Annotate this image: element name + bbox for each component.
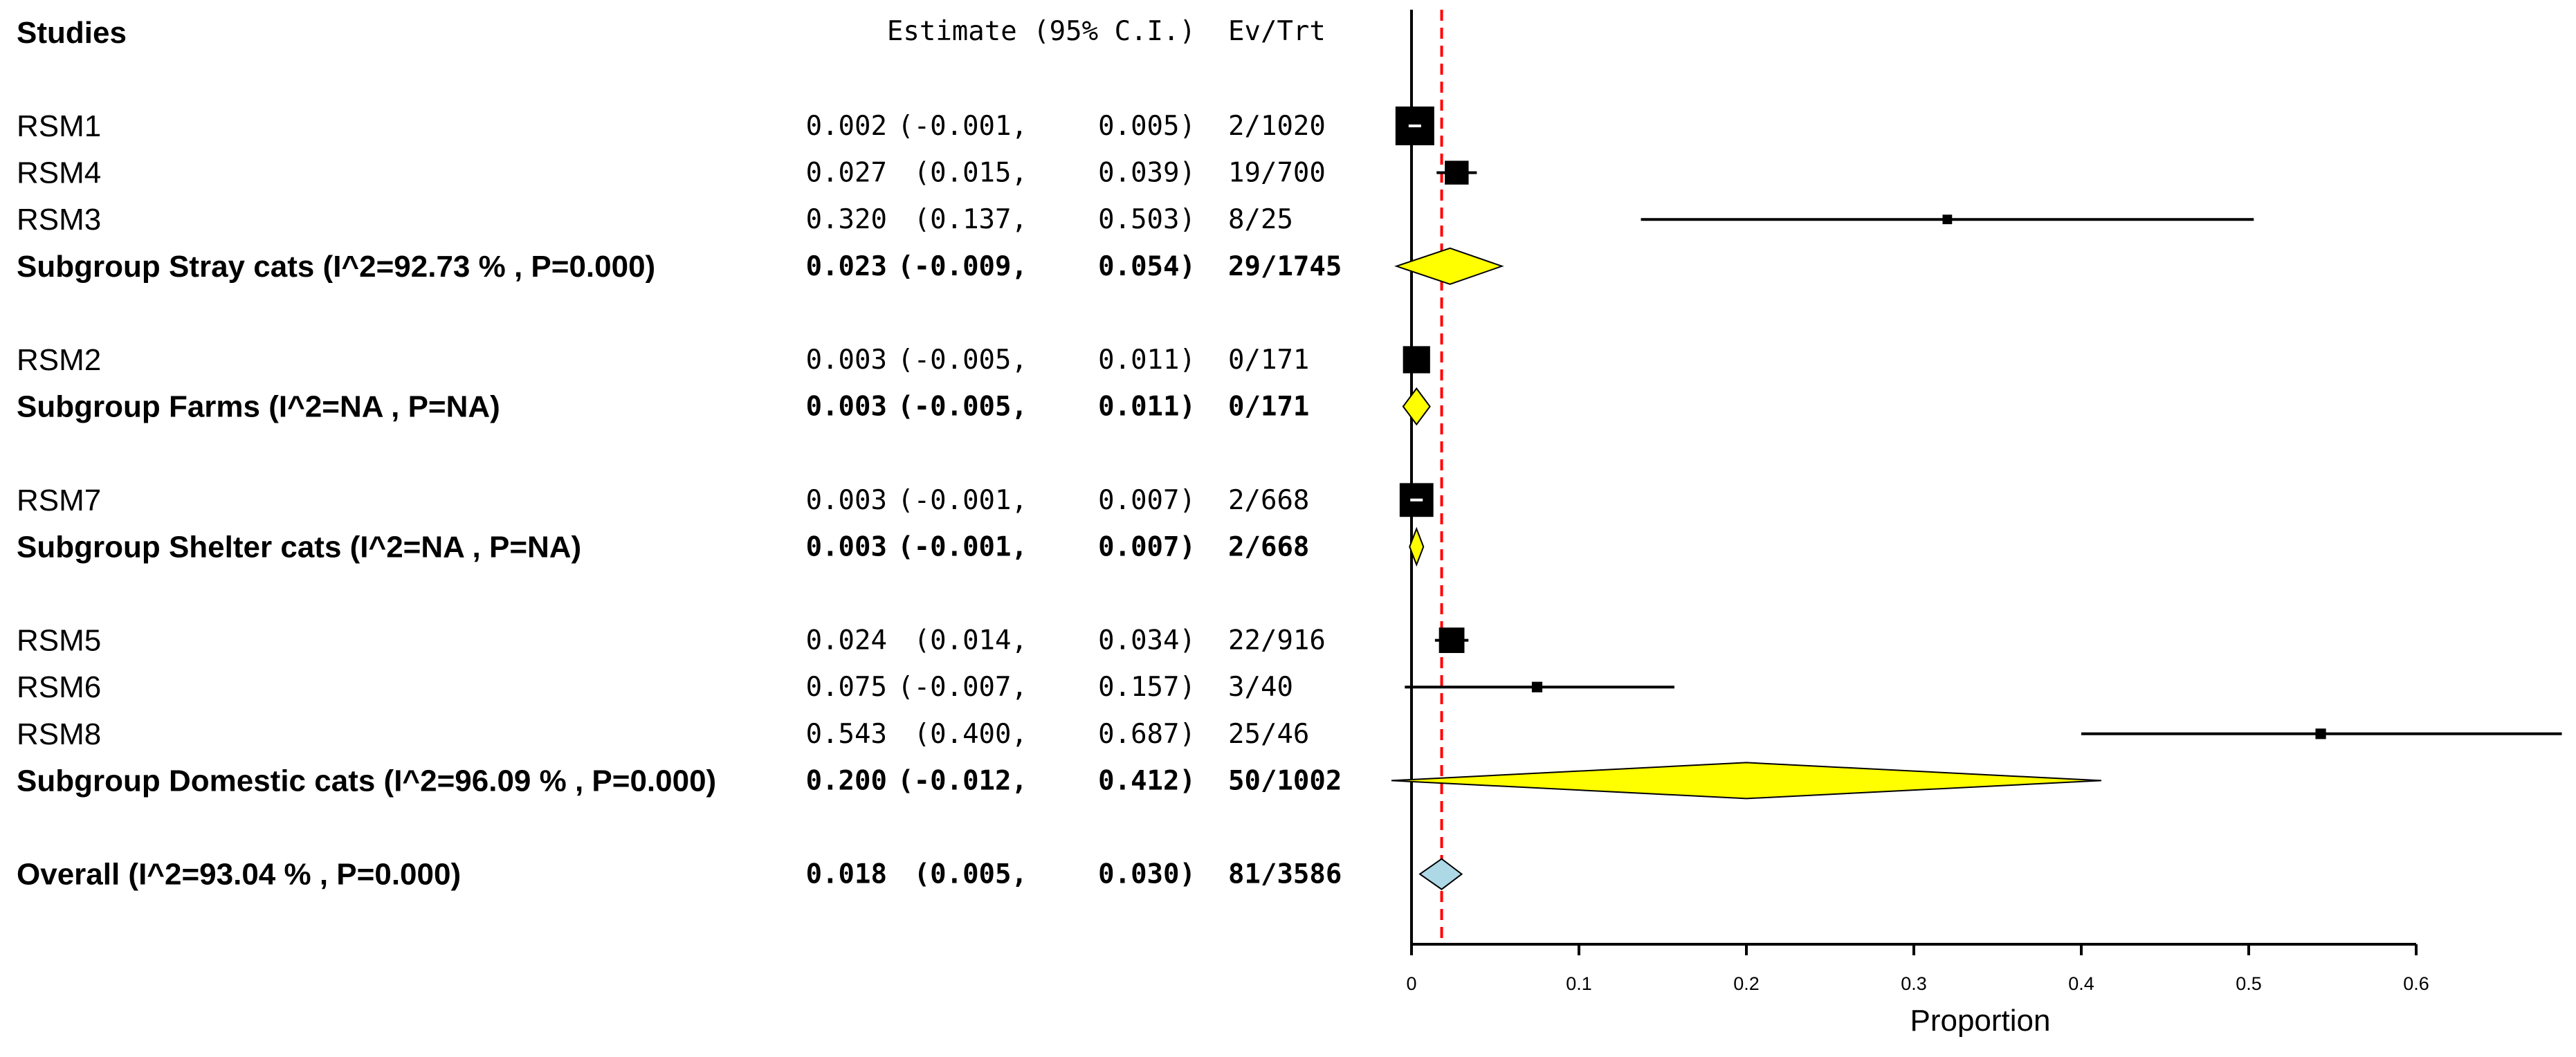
subgroup-row-ci-lower: (-0.005, bbox=[897, 392, 1027, 423]
subgroup-diamond bbox=[1402, 387, 1431, 426]
subgroup-row-ci-lower: (-0.009, bbox=[897, 251, 1027, 282]
x-tick-label: 0.6 bbox=[2403, 973, 2429, 994]
study-row-ci-upper: 0.687) bbox=[1098, 719, 1196, 750]
study-square bbox=[1942, 214, 1953, 225]
study-row-ci-upper: 0.011) bbox=[1098, 344, 1196, 376]
header-evtrt: Ev/Trt bbox=[1228, 16, 1326, 47]
study-row-evtrt: 3/40 bbox=[1228, 672, 1293, 703]
study-row-estimate: 0.075 bbox=[806, 672, 887, 703]
study-row-ci-upper: 0.034) bbox=[1098, 625, 1196, 656]
subgroup-row-evtrt: 0/171 bbox=[1228, 392, 1309, 423]
study-row-ci-lower: (-0.007, bbox=[897, 672, 1027, 703]
header-studies: Studies bbox=[17, 16, 127, 50]
x-tick-label: 0.2 bbox=[1733, 973, 1760, 994]
study-row-label: RSM2 bbox=[17, 343, 101, 377]
x-tick-label: 0.1 bbox=[1566, 973, 1592, 994]
study-row-evtrt: 2/668 bbox=[1228, 485, 1309, 516]
study-row-evtrt: 25/46 bbox=[1228, 719, 1309, 750]
subgroup-row-estimate: 0.200 bbox=[806, 765, 887, 796]
study-row-estimate: 0.320 bbox=[806, 204, 887, 235]
study-row-label: RSM5 bbox=[17, 624, 101, 658]
subgroup-row-evtrt: 2/668 bbox=[1228, 531, 1309, 562]
study-row-ci-upper: 0.157) bbox=[1098, 672, 1196, 703]
subgroup-row-evtrt: 29/1745 bbox=[1228, 251, 1342, 282]
study-row-evtrt: 0/171 bbox=[1228, 344, 1309, 376]
overall-row-ci-upper: 0.030) bbox=[1098, 859, 1196, 890]
study-row-estimate: 0.003 bbox=[806, 485, 887, 516]
subgroup-diamond bbox=[1409, 526, 1425, 567]
x-tick-label: 0.5 bbox=[2236, 973, 2262, 994]
subgroup-row-estimate: 0.023 bbox=[806, 251, 887, 282]
subgroup-row-evtrt: 50/1002 bbox=[1228, 765, 1342, 796]
study-row-estimate: 0.027 bbox=[806, 158, 887, 189]
study-square bbox=[2315, 728, 2326, 739]
study-row-ci-lower: (-0.001, bbox=[897, 111, 1027, 142]
subgroup-row-ci-lower: (-0.001, bbox=[897, 531, 1027, 562]
subgroup-row-label: Subgroup Shelter cats (I^2=NA , P=NA) bbox=[17, 530, 581, 564]
subgroup-row-label: Subgroup Stray cats (I^2=92.73 % , P=0.0… bbox=[17, 250, 655, 284]
overall-row-estimate: 0.018 bbox=[806, 859, 887, 890]
overall-row-ci-lower: (0.005, bbox=[914, 859, 1027, 890]
subgroup-row-ci-lower: (-0.012, bbox=[897, 765, 1027, 796]
x-tick-label: 0.4 bbox=[2068, 973, 2094, 994]
study-square bbox=[1438, 627, 1465, 653]
study-row-ci-lower: (0.014, bbox=[914, 625, 1027, 656]
subgroup-row-ci-upper: 0.007) bbox=[1098, 531, 1196, 562]
x-tick-label: 0.3 bbox=[1901, 973, 1927, 994]
study-row-label: RSM8 bbox=[17, 717, 101, 751]
study-row-evtrt: 22/916 bbox=[1228, 625, 1326, 656]
subgroup-row-label: Subgroup Domestic cats (I^2=96.09 % , P=… bbox=[17, 764, 716, 798]
study-row-estimate: 0.002 bbox=[806, 111, 887, 142]
study-row-evtrt: 2/1020 bbox=[1228, 111, 1326, 142]
subgroup-row-ci-upper: 0.412) bbox=[1098, 765, 1196, 796]
subgroup-row-estimate: 0.003 bbox=[806, 392, 887, 423]
study-row-ci-upper: 0.503) bbox=[1098, 204, 1196, 235]
study-row-evtrt: 8/25 bbox=[1228, 204, 1293, 235]
header-estimate: Estimate (95% C.I.) bbox=[887, 16, 1196, 47]
subgroup-diamond bbox=[1394, 247, 1504, 285]
x-tick-label: 0 bbox=[1406, 973, 1416, 994]
subgroup-row-estimate: 0.003 bbox=[806, 531, 887, 562]
study-row-label: RSM1 bbox=[17, 109, 101, 143]
subgroup-row-label: Subgroup Farms (I^2=NA , P=NA) bbox=[17, 390, 500, 424]
study-row-estimate: 0.003 bbox=[806, 344, 887, 376]
study-square bbox=[1531, 681, 1543, 692]
study-square bbox=[1403, 346, 1430, 374]
study-row-label: RSM6 bbox=[17, 670, 101, 704]
subgroup-row-ci-upper: 0.011) bbox=[1098, 392, 1196, 423]
x-axis-title: Proportion bbox=[1910, 1004, 2050, 1038]
study-row-label: RSM7 bbox=[17, 484, 101, 517]
study-row-ci-upper: 0.039) bbox=[1098, 158, 1196, 189]
study-row-ci-lower: (0.400, bbox=[914, 719, 1027, 750]
study-square bbox=[1445, 160, 1469, 185]
study-row-ci-lower: (-0.005, bbox=[897, 344, 1027, 376]
subgroup-row-ci-upper: 0.054) bbox=[1098, 251, 1196, 282]
study-row-estimate: 0.024 bbox=[806, 625, 887, 656]
study-row-ci-lower: (0.137, bbox=[914, 204, 1027, 235]
study-row-ci-lower: (-0.001, bbox=[897, 485, 1027, 516]
study-row-ci-upper: 0.005) bbox=[1098, 111, 1196, 142]
overall-row-label: Overall (I^2=93.04 % , P=0.000) bbox=[17, 858, 461, 892]
study-row-estimate: 0.543 bbox=[806, 719, 887, 750]
study-row-ci-lower: (0.015, bbox=[914, 158, 1027, 189]
study-row-label: RSM3 bbox=[17, 203, 101, 237]
study-row-ci-upper: 0.007) bbox=[1098, 485, 1196, 516]
overall-row-evtrt: 81/3586 bbox=[1228, 859, 1342, 890]
study-row-label: RSM4 bbox=[17, 156, 101, 190]
subgroup-diamond bbox=[1391, 762, 2102, 800]
overall-diamond bbox=[1418, 858, 1463, 890]
study-row-evtrt: 19/700 bbox=[1228, 158, 1326, 189]
